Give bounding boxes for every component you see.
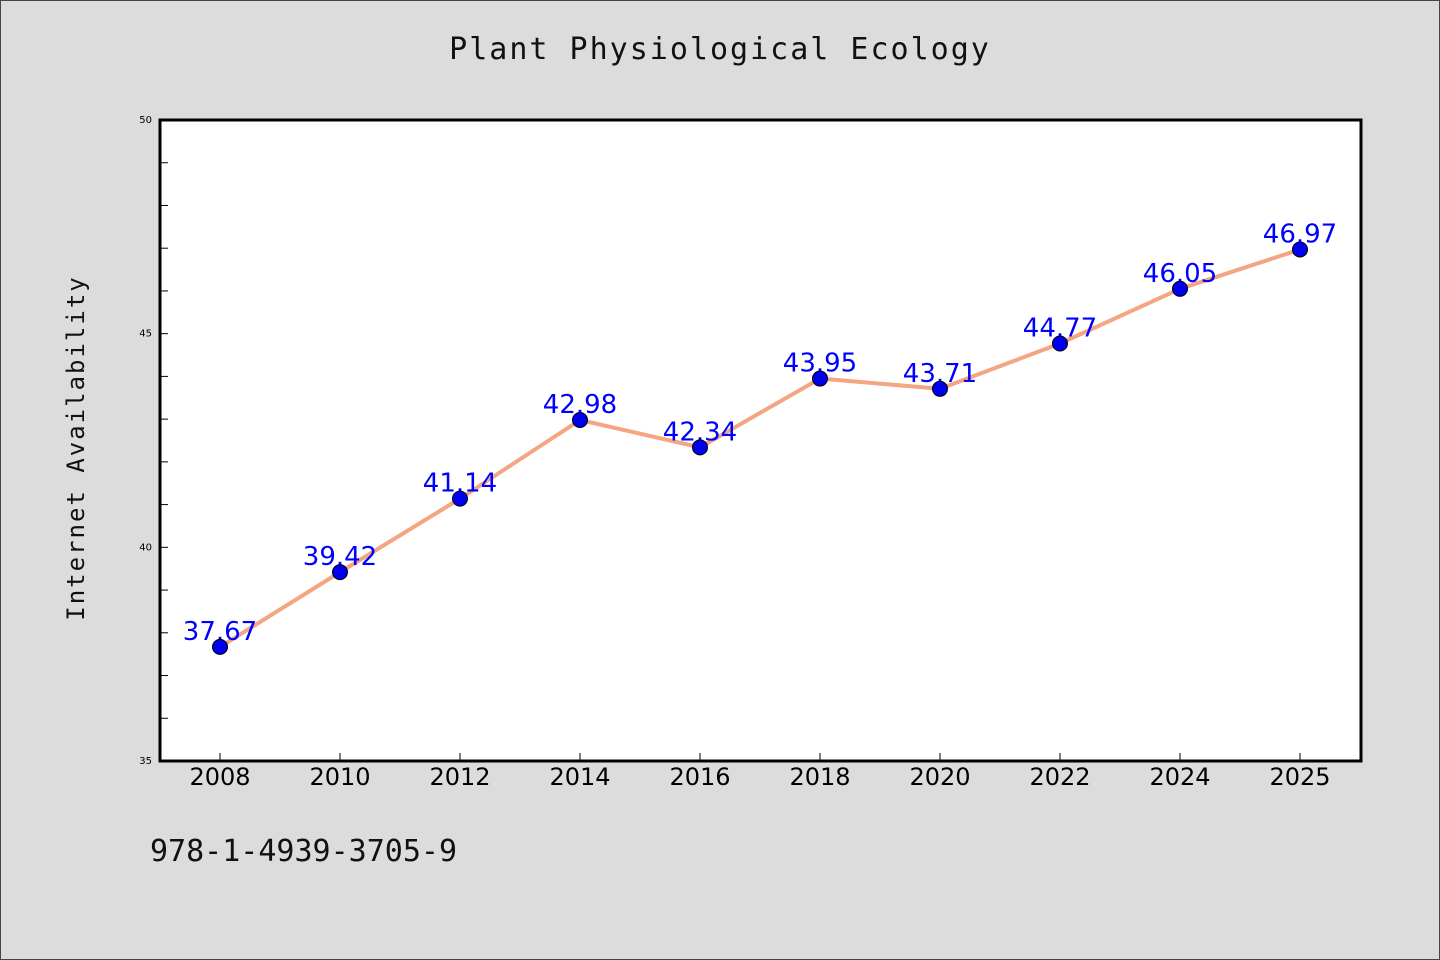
x-tick-label: 2022	[1029, 763, 1090, 791]
plot-area	[160, 120, 1361, 761]
x-tick-label: 2018	[789, 763, 850, 791]
y-tick-label: 45	[139, 329, 152, 340]
series-line	[218, 247, 1301, 649]
y-tick-label: 35	[139, 756, 152, 767]
x-tick-label: 2008	[189, 763, 250, 791]
x-tick-label: 2014	[549, 763, 610, 791]
x-tick-label: 2016	[669, 763, 730, 791]
x-tick-label: 2025	[1269, 763, 1330, 791]
x-tick-label: 2020	[909, 763, 970, 791]
y-tick-label: 50	[139, 115, 152, 126]
plot-border	[158, 118, 1363, 763]
data-point	[452, 490, 468, 507]
data-point	[1292, 241, 1308, 258]
data-point	[572, 411, 588, 428]
chart-title: Plant Physiological Ecology	[449, 32, 991, 67]
x-tick-label: 2012	[429, 763, 490, 791]
series-markers	[212, 241, 1308, 655]
data-point	[932, 380, 948, 397]
x-tick-label: 2024	[1149, 763, 1210, 791]
x-axis: 2008 2010 2012 2014 2016 2018 2020 2022 2024 2025	[189, 753, 1331, 791]
x-tick-label: 2010	[309, 763, 370, 791]
data-point	[212, 638, 228, 655]
isbn-footnote: 978-1-4939-3705-9	[150, 834, 458, 869]
data-point	[812, 370, 828, 387]
data-point	[1172, 280, 1188, 297]
data-point	[332, 564, 348, 581]
data-point	[692, 439, 708, 456]
y-tick-label: 40	[139, 542, 152, 553]
data-point	[1052, 335, 1068, 352]
